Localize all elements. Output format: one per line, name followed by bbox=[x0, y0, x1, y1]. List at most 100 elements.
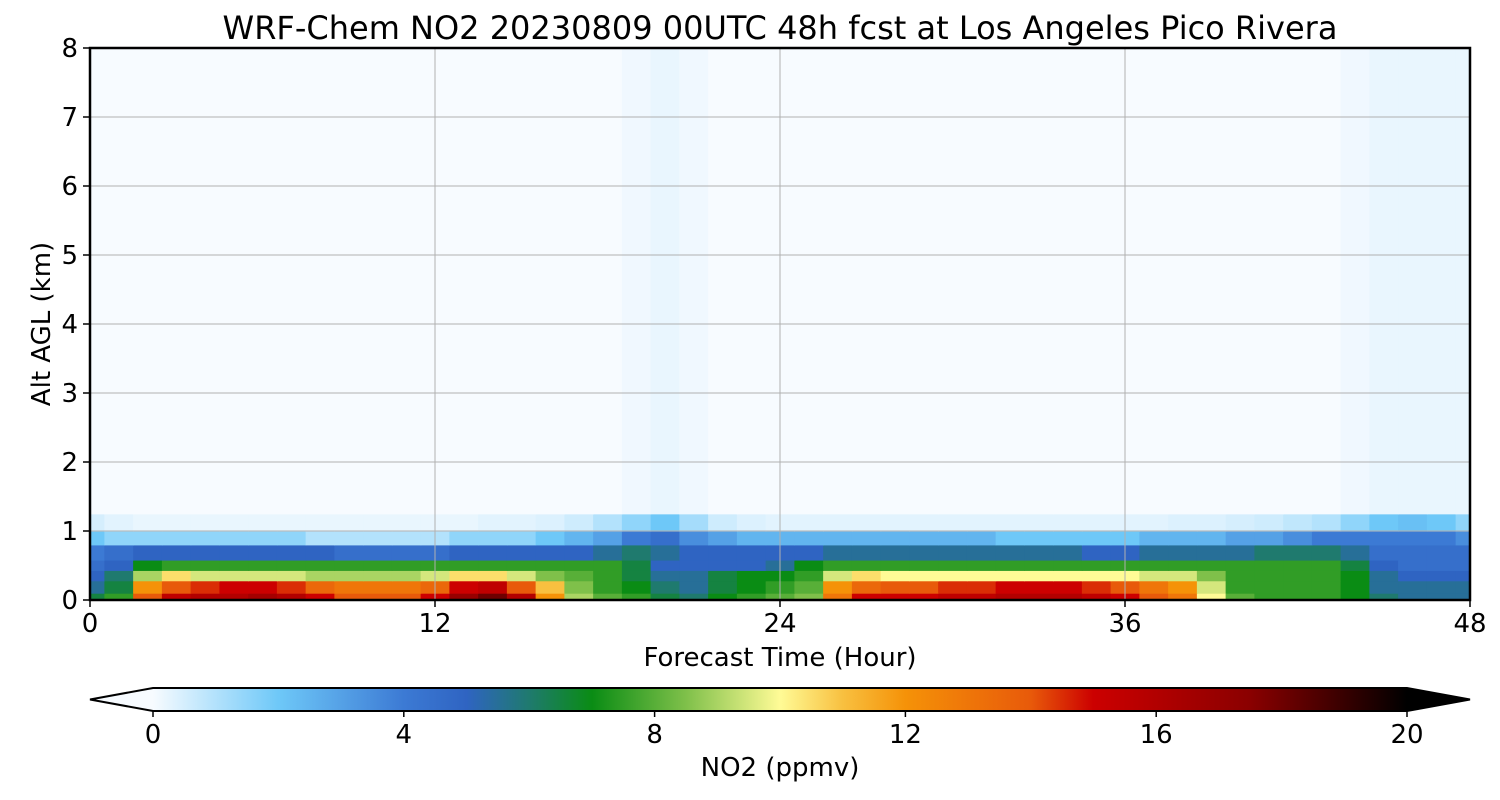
heatmap-cell bbox=[1053, 513, 1083, 532]
heatmap-cell bbox=[794, 513, 824, 532]
heatmap-cell bbox=[1053, 559, 1083, 571]
heatmap-cell bbox=[794, 544, 824, 561]
heatmap-cell bbox=[334, 580, 364, 594]
x-tick-label: 24 bbox=[763, 609, 796, 639]
heatmap-cell bbox=[1024, 531, 1054, 546]
heatmap-cell bbox=[880, 570, 910, 582]
heatmap-cell bbox=[190, 580, 220, 594]
heatmap-cell bbox=[161, 580, 192, 594]
heatmap-cell bbox=[535, 593, 565, 600]
heatmap-cell bbox=[248, 580, 278, 594]
heatmap-cell bbox=[1053, 48, 1083, 515]
y-axis: 0 1 2 3 4 5 6 7 8 bbox=[61, 34, 90, 616]
heatmap-cell bbox=[708, 570, 738, 582]
heatmap-cell bbox=[909, 559, 939, 571]
heatmap-cell bbox=[535, 559, 565, 571]
x-tick-label: 12 bbox=[418, 609, 451, 639]
heatmap-cell bbox=[995, 580, 1025, 594]
heatmap-cell bbox=[1139, 559, 1169, 571]
heatmap-cell bbox=[449, 593, 479, 600]
heatmap-cell bbox=[1455, 48, 1470, 515]
heatmap-cell bbox=[506, 48, 537, 515]
heatmap-cell bbox=[219, 580, 249, 594]
heatmap-cell bbox=[621, 48, 652, 515]
heatmap-cell bbox=[1081, 580, 1112, 594]
heatmap-cell bbox=[535, 48, 565, 515]
heatmap-cell bbox=[190, 570, 220, 582]
heatmap-cell bbox=[305, 544, 335, 561]
heatmap-cell bbox=[1196, 570, 1227, 582]
heatmap-cell bbox=[1024, 559, 1054, 571]
heatmap-cell bbox=[823, 559, 853, 571]
heatmap-cell bbox=[880, 531, 910, 546]
heatmap-cell bbox=[104, 570, 134, 582]
heatmap-cell bbox=[219, 544, 249, 561]
heatmap-cell bbox=[1398, 531, 1428, 546]
heatmap-cell bbox=[1283, 531, 1313, 546]
y-tick-label: 3 bbox=[61, 379, 78, 409]
heatmap-cell bbox=[363, 580, 393, 594]
heatmap-cell bbox=[593, 544, 623, 561]
heatmap-cell bbox=[1455, 593, 1470, 600]
heatmap-cell bbox=[966, 513, 997, 532]
heatmap-cell bbox=[1254, 544, 1284, 561]
heatmap-cell bbox=[190, 48, 220, 515]
heatmap-cell bbox=[506, 593, 537, 600]
heatmap-cell bbox=[593, 593, 623, 600]
heatmap-cell bbox=[621, 544, 652, 561]
heatmap-cell bbox=[679, 580, 709, 594]
heatmap-cell bbox=[966, 531, 997, 546]
heatmap-cell bbox=[938, 531, 968, 546]
heatmap-cell bbox=[1024, 580, 1054, 594]
heatmap-cell bbox=[1225, 48, 1255, 515]
heatmap-cell bbox=[938, 593, 968, 600]
heatmap-cell bbox=[305, 48, 335, 515]
heatmap-cell bbox=[133, 570, 163, 582]
heatmap-cell bbox=[276, 593, 307, 600]
heatmap-cell bbox=[621, 559, 652, 571]
heatmap-cell bbox=[391, 531, 422, 546]
heatmap-cell bbox=[1369, 580, 1399, 594]
heatmap-cell bbox=[248, 559, 278, 571]
heatmap-cell bbox=[650, 531, 680, 546]
heatmap-cell bbox=[104, 593, 134, 600]
x-axis-label: Forecast Time (Hour) bbox=[643, 643, 916, 673]
heatmap-cell bbox=[90, 559, 105, 571]
heatmap-cell bbox=[506, 544, 537, 561]
heatmap-cell bbox=[1340, 559, 1370, 571]
heatmap-cell bbox=[276, 48, 307, 515]
heatmap-cell bbox=[478, 48, 508, 515]
heatmap-cell bbox=[1139, 544, 1169, 561]
heatmap-cell bbox=[1081, 593, 1112, 600]
colorbar-label: NO2 (ppmv) bbox=[701, 753, 860, 783]
heatmap-cell bbox=[909, 580, 939, 594]
heatmap-cell bbox=[1283, 48, 1313, 515]
heatmap-cell bbox=[564, 513, 594, 532]
heatmap-cell bbox=[1139, 48, 1169, 515]
heatmap-cell bbox=[1340, 513, 1370, 532]
heatmap-cell bbox=[823, 513, 853, 532]
heatmap-cell bbox=[1139, 513, 1169, 532]
heatmap-cell bbox=[1168, 593, 1198, 600]
heatmap-cell bbox=[1369, 531, 1399, 546]
heatmap-cell bbox=[794, 531, 824, 546]
heatmap-cell bbox=[449, 559, 479, 571]
heatmap-cell bbox=[736, 48, 767, 515]
heatmap-cell bbox=[880, 559, 910, 571]
heatmap-cell bbox=[1053, 531, 1083, 546]
heatmap-cell bbox=[161, 48, 192, 515]
colorbar-tick-label: 16 bbox=[1140, 720, 1173, 750]
heatmap-cell bbox=[1455, 531, 1470, 546]
heatmap-cell bbox=[1225, 513, 1255, 532]
heatmap-cell bbox=[161, 513, 192, 532]
heatmap-cell bbox=[1081, 48, 1112, 515]
heatmap-cell bbox=[1139, 580, 1169, 594]
heatmap-cell bbox=[190, 559, 220, 571]
heatmap-cell bbox=[1369, 570, 1399, 582]
heatmap-cell bbox=[276, 559, 307, 571]
heatmap-cell bbox=[248, 513, 278, 532]
heatmap-cell bbox=[1426, 513, 1457, 532]
heatmap-cell bbox=[650, 544, 680, 561]
heatmap-cell bbox=[161, 559, 192, 571]
heatmap-cell bbox=[1024, 544, 1054, 561]
